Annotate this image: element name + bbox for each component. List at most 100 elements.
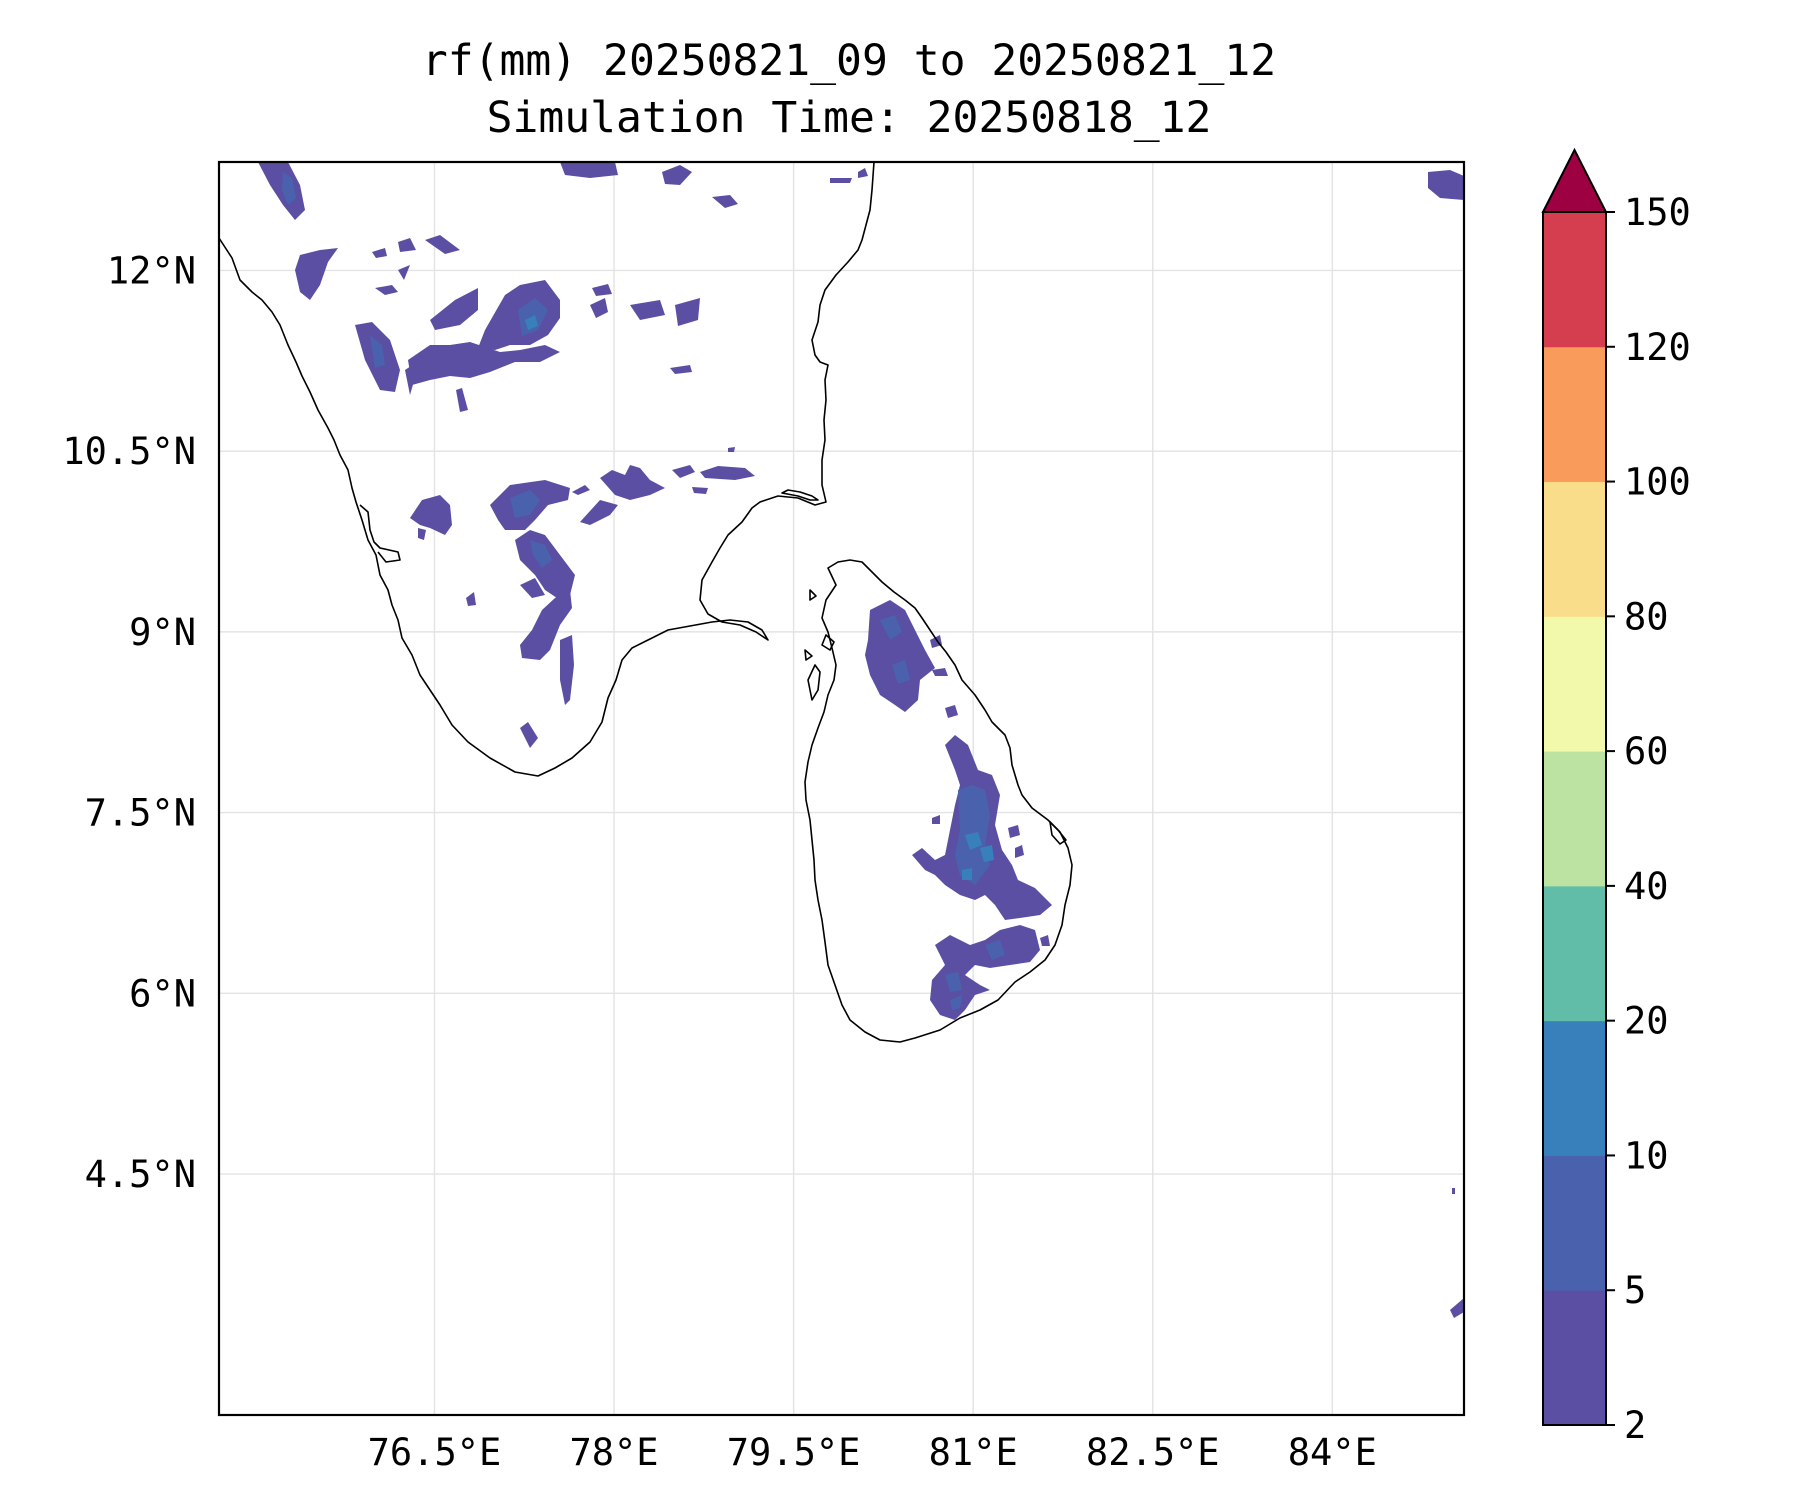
rain-area [985,940,1005,960]
rain-area [675,298,700,326]
rain-area [430,288,478,330]
rain-area [425,235,460,254]
gridlines [219,162,1464,1415]
sri-lanka-coastline [804,559,1073,1043]
india-coastline [218,161,875,777]
colorbar-segment [1543,346,1606,483]
rain-area [930,635,942,648]
colorbar-segment [1543,616,1606,752]
rain-area [962,868,972,880]
lat-tick-label: 4.5°N [85,1153,196,1196]
rain-area [295,248,338,300]
rain-area [466,592,476,606]
rain-area [670,365,692,374]
rain-area [370,335,385,368]
rain-area [418,528,426,540]
rain-area [580,500,618,525]
colorbar-tick-label: 10 [1624,1134,1669,1177]
rain-area [692,487,708,494]
colorbar-tick-label: 60 [1624,730,1669,773]
rain-area [630,300,665,320]
colorbar-segment [1543,212,1606,348]
rain-area [830,178,852,183]
small-island [809,589,817,601]
colorbar-tick-label: 80 [1624,595,1669,638]
lat-tick-label: 12°N [107,249,196,292]
title-line-2: Simulation Time: 20250818_12 [487,93,1212,143]
rain-area [572,485,590,495]
colorbar-segment [1543,751,1606,887]
small-island [821,634,835,651]
title-line-1: rf(mm) 20250821_09 to 20250821_12 [422,36,1276,86]
rain-area [530,540,552,568]
lat-tick-label: 7.5°N [85,792,196,835]
rain-area [375,285,398,295]
rain-area [965,832,982,850]
rain-area [408,342,560,385]
india-coast-detail [359,504,401,563]
coastlines [218,161,1073,1043]
rain-area [520,590,572,660]
colorbar-segment [1543,885,1606,1022]
rain-area [410,495,452,535]
rain-area [662,165,692,185]
colorbar: 2 5 10 20 40 60 80 100 120 150 [1541,147,1691,1447]
rain-area [405,360,420,395]
rain-area [980,845,994,862]
colorbar-tick-label: 40 [1624,865,1669,908]
rain-area [1452,1188,1455,1194]
colorbar-frame [1542,211,1607,1426]
rain-area [892,660,910,684]
rain-area [520,722,538,748]
rain-area [858,168,868,178]
rain-area [880,615,902,640]
india-coast-detail [781,489,819,501]
rain-area [510,490,540,518]
rain-area [1450,1298,1464,1318]
rain-area [700,466,755,480]
rain-area [520,578,545,598]
colorbar-tick-label: 20 [1624,1000,1669,1043]
lon-tick-label: 76.5°E [368,1431,502,1474]
rain-area [560,162,618,178]
small-island [804,649,813,661]
rain-area [1428,170,1464,200]
rain-area [1015,845,1024,858]
map-panel [217,160,1466,1417]
lat-tick-label: 6°N [129,972,196,1015]
rain-area [398,265,410,280]
sri-lanka-coast-detail [807,664,821,701]
rain-area [456,388,468,412]
rain-area [398,238,416,252]
rain-area [590,298,608,318]
rain-area [672,465,695,478]
rain-area [560,635,574,705]
lon-tick-label: 78°E [569,1431,658,1474]
colorbar-segment [1543,1290,1606,1426]
colorbar-tick-label: 2 [1624,1404,1646,1447]
rain-area [1008,825,1020,838]
rain-area [865,600,935,712]
rain-area [932,668,948,676]
rain-area [712,195,738,208]
rain-area [930,925,1040,1020]
rain-area [945,705,958,718]
latitude-tick-labels: 12°N 10.5°N 9°N 7.5°N 6°N 4.5°N [62,249,196,1196]
colorbar-tick-label: 100 [1624,461,1691,504]
lon-tick-label: 82.5°E [1086,1431,1220,1474]
lat-tick-label: 9°N [129,611,196,654]
rain-area [1040,935,1050,946]
colorbar-tick-label: 150 [1624,191,1691,234]
map-frame [217,160,1466,1417]
rain-area [945,972,962,992]
lat-tick-label: 10.5°N [62,430,196,473]
rain-area [525,315,538,330]
colorbar-tick-label: 120 [1624,326,1691,369]
rainfall-contours [258,162,1464,1318]
lon-tick-label: 79.5°E [727,1431,861,1474]
colorbar-segment [1543,1155,1606,1291]
rain-area [728,447,735,452]
rain-area [592,284,612,296]
rain-area [600,465,665,500]
